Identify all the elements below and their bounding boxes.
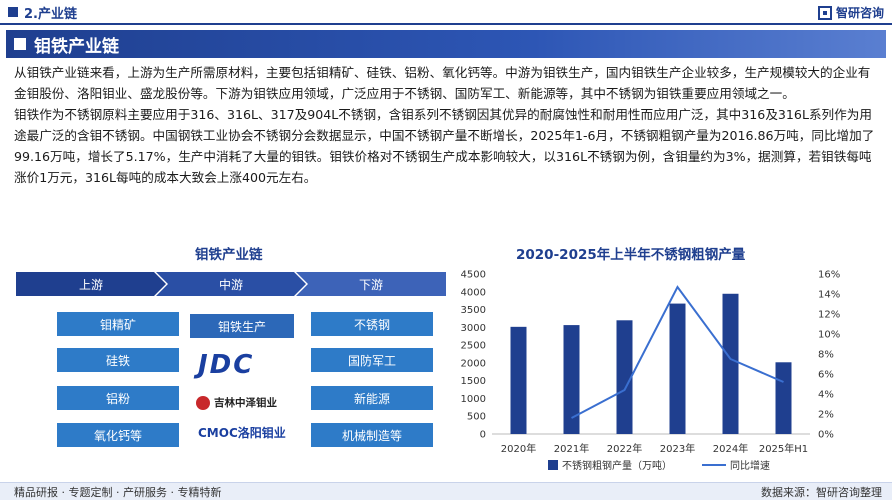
bar (616, 320, 633, 434)
x-tick-label: 2020年 (501, 442, 536, 455)
y-tick-label-right: 2% (818, 410, 834, 421)
y-tick-label-right: 6% (818, 370, 834, 381)
stage-upstream: 上游 (16, 272, 166, 296)
section-marker-icon (8, 7, 18, 17)
bar (669, 303, 686, 434)
bar (722, 293, 739, 434)
x-tick-label: 2023年 (660, 442, 695, 455)
body-text: 从钼铁产业链来看，上游为生产所需原材料，主要包括钼精矿、硅铁、铝粉、氧化钙等。中… (14, 62, 880, 188)
jdc-logo: JDC (198, 350, 255, 380)
upstream-item: 钼精矿 (57, 312, 179, 336)
x-tick-label: 2024年 (713, 442, 748, 455)
y-tick-label-left: 4000 (461, 287, 486, 298)
y-tick-label-right: 8% (818, 350, 834, 361)
stage-row: 上游 中游 下游 (16, 272, 446, 296)
brand-name: 智研咨询 (835, 6, 884, 20)
upstream-item: 氧化钙等 (57, 423, 179, 447)
y-tick-label-right: 10% (818, 330, 840, 341)
top-divider (0, 23, 892, 25)
banner-title: 钼铁产业链 (34, 36, 119, 57)
footer: 精品研报 · 专题定制 · 产研服务 · 专精特新 数据来源：智研咨询整理 (0, 482, 892, 500)
x-tick-label: 2021年 (554, 442, 589, 455)
upstream-item: 铝粉 (57, 386, 179, 410)
legend-bar-label: 不锈钢粗钢产量（万吨） (562, 459, 672, 472)
downstream-item: 新能源 (311, 386, 433, 410)
brand: 智研咨询 (817, 4, 884, 21)
y-tick-label-left: 4500 (461, 270, 486, 281)
y-tick-label-left: 3500 (461, 305, 486, 316)
section-label: 2.产业链 (24, 6, 77, 22)
y-tick-label-left: 2000 (461, 358, 486, 369)
jilin-logo-text: 吉林中泽钼业 (214, 397, 277, 409)
footer-services: 精品研报 · 专题定制 · 产研服务 · 专精特新 (14, 485, 222, 499)
chart-title: 2020-2025年上半年不锈钢粗钢产量 (516, 247, 746, 263)
jilin-logo: 吉林中泽钼业 (196, 395, 277, 410)
legend-line-label: 同比增速 (730, 459, 770, 472)
growth-line (571, 285, 784, 419)
stage-downstream: 下游 (296, 272, 446, 296)
production-chart: 0 500 1000 1500 2000 2500 3000 3500 4000 4500 0% 2%… (461, 270, 841, 473)
x-tick-label: 2025年H1 (759, 442, 808, 455)
bar (775, 362, 792, 434)
y-tick-label-right: 14% (818, 290, 840, 301)
paragraph-2: 钼铁作为不锈钢原料主要应用于316、316L、317及904L不锈钢，含钼系列不… (14, 107, 875, 185)
y-tick-label-left: 500 (467, 412, 486, 423)
footer-source: 数据来源：智研咨询整理 (761, 485, 882, 499)
y-tick-label-left: 2500 (461, 341, 486, 352)
stage-midstream: 中游 (156, 272, 306, 296)
cmoc-logo: CMOC洛阳钼业 (198, 426, 286, 440)
downstream-item: 机械制造等 (311, 423, 433, 447)
y-tick-label-right: 4% (818, 390, 834, 401)
downstream-item: 国防军工 (311, 348, 433, 372)
y-tick-label-left: 3000 (461, 323, 486, 334)
downstream-item: 不锈钢 (311, 312, 433, 336)
jilin-mark-icon (196, 395, 210, 410)
top-bar: 2.产业链 (0, 0, 892, 25)
bar (563, 325, 580, 434)
y-tick-label-left: 1000 (461, 394, 486, 405)
x-tick-label: 2022年 (607, 442, 642, 455)
y-tick-label-right: 0% (818, 430, 834, 441)
y-tick-label-left: 1500 (461, 376, 486, 387)
y-tick-label-right: 16% (818, 270, 840, 281)
paragraph-1: 从钼铁产业链来看，上游为生产所需原材料，主要包括钼精矿、硅铁、铝粉、氧化钙等。中… (14, 65, 871, 101)
brand-logo-icon (817, 5, 832, 20)
title-banner: 钼铁产业链 (6, 30, 886, 58)
y-tick-label-right: 12% (818, 310, 840, 321)
banner-marker-icon (14, 38, 26, 50)
y-tick-label-left: 0 (480, 430, 486, 441)
upstream-item: 硅铁 (57, 348, 179, 372)
diagram-title: 钼铁产业链 (195, 247, 263, 263)
bar (510, 326, 527, 434)
midstream-item: 钼铁生产 (190, 314, 294, 338)
legend-bar-swatch (548, 460, 558, 470)
